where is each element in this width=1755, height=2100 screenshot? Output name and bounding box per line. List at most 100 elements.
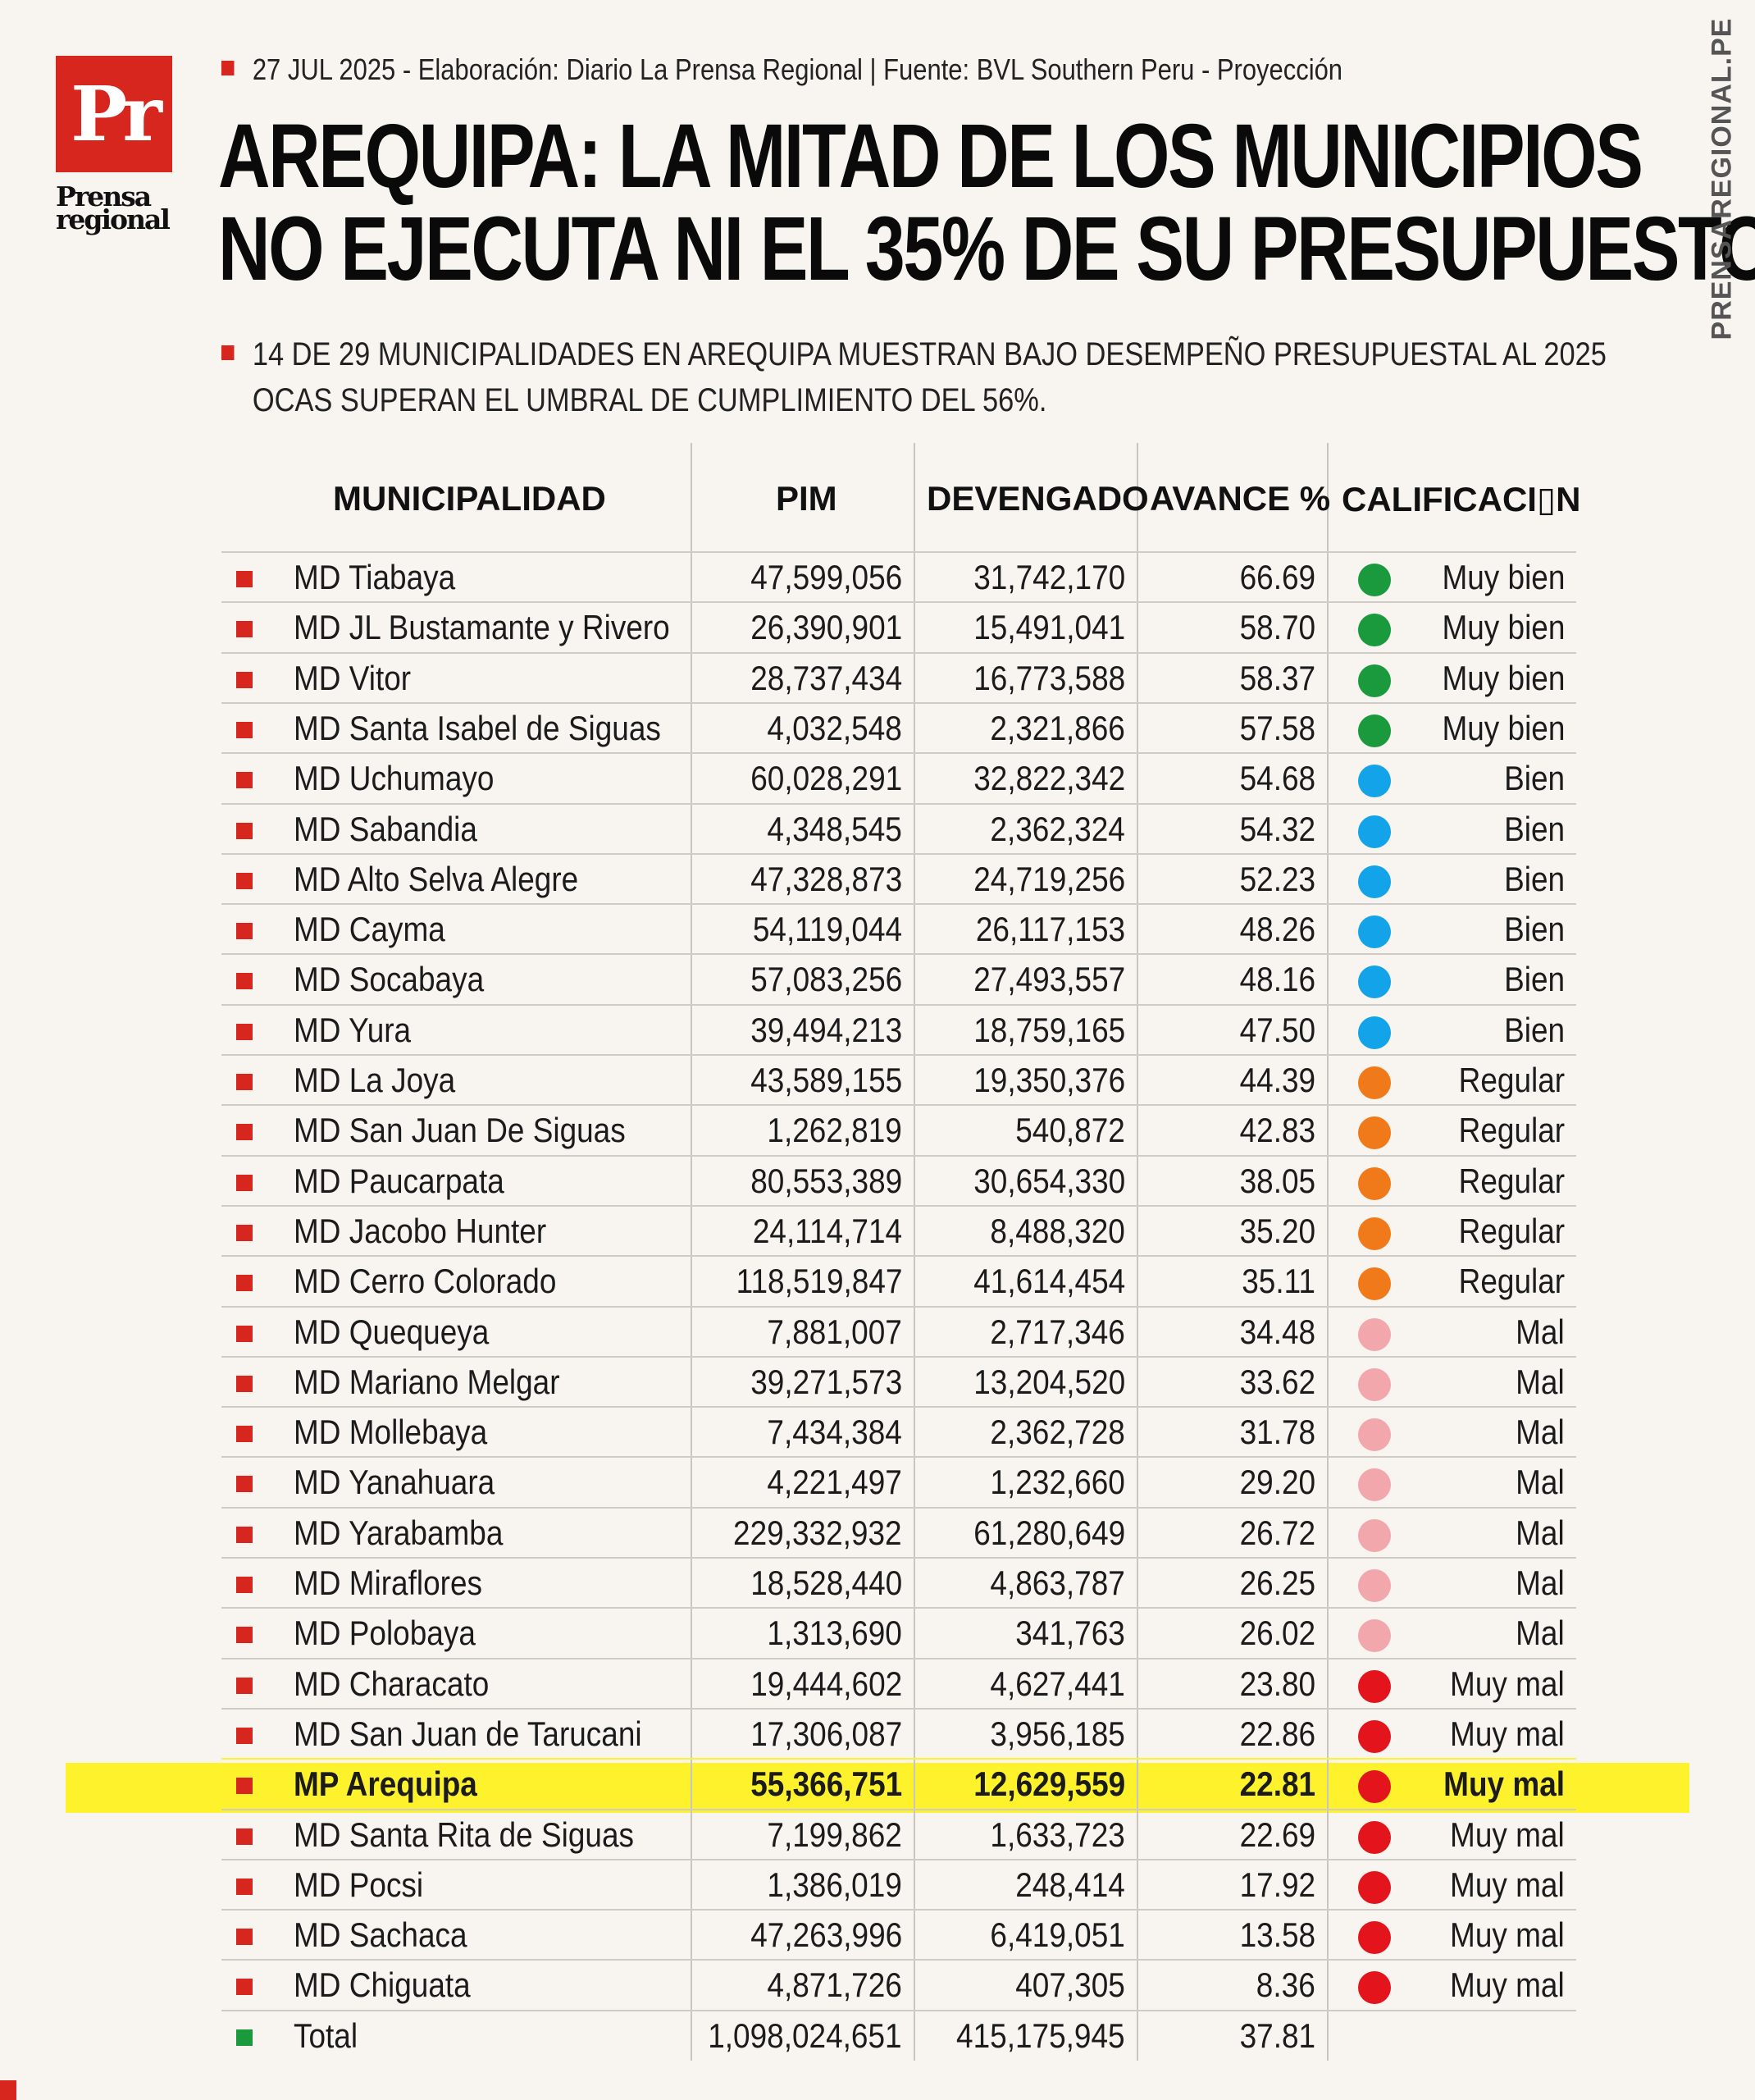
calificacion-value-text: Muy bien: [1442, 558, 1565, 596]
row-marker: [236, 1174, 253, 1191]
pim-value: 54,119,044: [732, 911, 902, 948]
calificacion-value: Mal: [1509, 1614, 1565, 1652]
source-bullet: [221, 61, 235, 76]
devengado-value: 6,419,051: [972, 1916, 1125, 1954]
title-line-2: NO EJECUTA NI EL 35% DE SU PRESUPUESTO: [218, 199, 1755, 299]
avance-value: 23.80: [1229, 1664, 1315, 1703]
devengado-value-text: 27,493,557: [973, 960, 1125, 999]
row-marker: [236, 571, 253, 587]
devengado-value: 15,491,041: [953, 609, 1125, 646]
municipality-name: MD Chiguata: [294, 1966, 495, 2004]
municipality-name: MD Cerro Colorado: [294, 1262, 592, 1300]
municipality-name: MD Polobaya: [294, 1614, 500, 1652]
avance-value: 42.83: [1229, 1112, 1315, 1149]
calificacion-value: Regular: [1444, 1112, 1565, 1149]
devengado-value: 18,759,165: [953, 1011, 1125, 1049]
avance-value: 66.69: [1229, 559, 1315, 596]
rating-dot-icon: [1358, 1669, 1391, 1703]
table-row: MD Uchumayo 60,028,291 32,822,342 54.68 Bien: [221, 752, 1576, 802]
pim-value: 39,271,573: [730, 1363, 902, 1401]
devengado-value: 16,773,588: [953, 659, 1125, 697]
devengado-value-text: 24,719,256: [973, 859, 1125, 898]
calificacion-value: Bien: [1496, 911, 1565, 948]
calificacion-value-text: Muy mal: [1450, 1815, 1565, 1854]
column-divider: [691, 443, 692, 2061]
pim-value: 43,589,155: [730, 1061, 902, 1099]
table-row: MD Jacobo Hunter 24,114,714 8,488,320 35.20…: [221, 1204, 1576, 1255]
devengado-value-text: 1,232,660: [990, 1463, 1125, 1502]
page-title: AREQUIPA: LA MITAD DE LOS MUNICIPIOS NO …: [218, 110, 1755, 295]
pim-value-text: 17,306,087: [750, 1714, 902, 1753]
rating-dot-icon: [1358, 1820, 1391, 1854]
rating-dot-icon: [1358, 1166, 1391, 1200]
row-marker: [236, 1878, 253, 1895]
municipality-name-text: MD Yarabamba: [294, 1513, 504, 1552]
municipality-name-text: MD La Joya: [294, 1061, 456, 1099]
devengado-value-text: 1,633,723: [990, 1815, 1125, 1854]
devengado-value: 32,822,342: [953, 760, 1125, 797]
pim-value: 1,313,690: [749, 1614, 902, 1652]
total-devengado-text: 415,175,945: [956, 2016, 1125, 2055]
table-row: MD Yura 39,494,213 18,759,165 47.50 Bien: [221, 1003, 1576, 1054]
header-calificacion: CALIFICACI▯N: [1342, 480, 1581, 518]
table-row: MP Arequipa 55,366,751 12,629,559 22.81 Muy …: [221, 1758, 1576, 1808]
municipality-name-text: MD San Juan de Tarucani: [294, 1714, 642, 1753]
avance-value-text: 22.69: [1239, 1815, 1315, 1854]
calificacion-value: Muy mal: [1427, 1765, 1565, 1803]
avance-value-text: 26.25: [1239, 1564, 1315, 1602]
municipality-name: MD Mariano Melgar: [294, 1363, 596, 1401]
devengado-value-text: 12,629,559: [973, 1764, 1125, 1804]
avance-value-text: 42.83: [1239, 1111, 1315, 1150]
pim-value-text: 7,199,862: [767, 1815, 902, 1854]
rating-dot-icon: [1358, 714, 1391, 747]
row-marker: [236, 1727, 253, 1744]
municipality-name: MD Sachaca: [294, 1916, 490, 1954]
source-line: 27 JUL 2025 - Elaboración: Diario La Pre…: [221, 52, 1342, 87]
pim-value: 118,519,847: [713, 1262, 902, 1300]
calificacion-value-text: Muy mal: [1450, 1965, 1565, 2005]
pim-value: 24,114,714: [732, 1212, 902, 1250]
municipality-name: MD La Joya: [294, 1061, 477, 1099]
calificacion-value: Muy mal: [1434, 1664, 1565, 1703]
column-divider: [914, 443, 915, 2061]
avance-value: 33.62: [1229, 1363, 1315, 1401]
avance-value: 34.48: [1229, 1312, 1315, 1351]
municipality-name: MD Jacobo Hunter: [294, 1212, 581, 1250]
pim-value: 7,199,862: [749, 1815, 902, 1854]
avance-value: 47.50: [1229, 1011, 1315, 1049]
brand-wordmark: Prensa regional: [56, 183, 187, 233]
calificacion-value: Muy bien: [1425, 609, 1565, 646]
municipality-name-text: MD Sachaca: [294, 1915, 467, 1955]
calificacion-value: Mal: [1509, 1363, 1565, 1401]
avance-value: 48.26: [1229, 911, 1315, 948]
rating-dot-icon: [1358, 614, 1391, 647]
pim-value-text: 4,221,497: [767, 1463, 902, 1502]
devengado-value: 3,956,185: [972, 1714, 1125, 1753]
municipality-name-text: MD Yura: [294, 1010, 412, 1049]
devengado-value-text: 30,654,330: [973, 1161, 1125, 1200]
table-row: MD Characato 19,444,602 4,627,441 23.80 Muy …: [221, 1657, 1576, 1708]
municipality-name: MD Santa Rita de Siguas: [294, 1815, 681, 1854]
calificacion-value: Muy bien: [1425, 659, 1565, 697]
devengado-value: 13,204,520: [953, 1363, 1125, 1401]
header-pim: PIM: [776, 479, 837, 518]
site-url-vertical: PRENSAREGIONAL.PE: [1706, 17, 1738, 340]
pim-value: 4,032,548: [749, 709, 902, 747]
municipality-name-text: MD Quequeya: [294, 1312, 490, 1351]
avance-value-text: 47.50: [1239, 1010, 1315, 1049]
avance-value: 35.11: [1232, 1262, 1315, 1300]
avance-value: 57.58: [1229, 709, 1315, 747]
devengado-value-text: 26,117,153: [975, 910, 1125, 949]
table-row: MD Cerro Colorado 118,519,847 41,614,454 35…: [221, 1255, 1576, 1305]
pim-value: 47,599,056: [730, 559, 902, 596]
devengado-value: 341,763: [1001, 1614, 1125, 1652]
calificacion-value: Muy mal: [1434, 1714, 1565, 1753]
rating-dot-icon: [1358, 1367, 1391, 1401]
table-row: MD JL Bustamante y Rivero 26,390,901 15,49…: [221, 601, 1576, 651]
total-avance: 37.81: [1229, 2016, 1315, 2055]
devengado-value-text: 41,614,454: [973, 1262, 1125, 1301]
devengado-value: 407,305: [1001, 1966, 1125, 2004]
avance-value: 35.20: [1229, 1212, 1315, 1250]
avance-value: 26.02: [1229, 1614, 1315, 1652]
header-devengado: DEVENGADO: [927, 479, 1149, 518]
